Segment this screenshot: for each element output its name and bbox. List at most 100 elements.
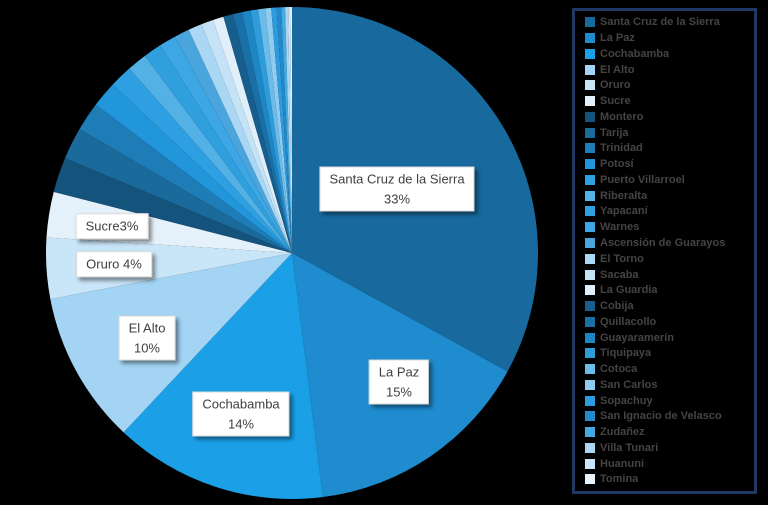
legend-item-label: Montero bbox=[600, 110, 644, 123]
legend-swatch-icon bbox=[585, 474, 595, 485]
slice-label-line: 10% bbox=[133, 340, 161, 355]
legend-item-potosi[interactable]: Potosí bbox=[585, 157, 752, 172]
legend-item-huanuni[interactable]: Huanuni bbox=[585, 456, 752, 471]
pie-slice-la-guardia[interactable] bbox=[213, 16, 292, 253]
pie-slice-tarija[interactable] bbox=[65, 129, 292, 253]
legend-swatch-icon bbox=[585, 17, 595, 28]
slice-label-line: 14% bbox=[227, 416, 255, 431]
legend-item-trinidad[interactable]: Trinidad bbox=[585, 141, 752, 156]
legend-item-montero[interactable]: Montero bbox=[585, 109, 752, 124]
legend-swatch-icon bbox=[585, 33, 595, 44]
legend-item-label: San Ignacio de Velasco bbox=[600, 410, 722, 423]
legend-item-villa-tunari[interactable]: Villa Tunari bbox=[585, 440, 752, 455]
legend-swatch-icon bbox=[585, 127, 595, 138]
legend-item-riberalta[interactable]: Riberalta bbox=[585, 188, 752, 203]
sucre-label: Sucre3% bbox=[75, 213, 149, 239]
legend-item-puerto-villarroel[interactable]: Puerto Villarroel bbox=[585, 172, 752, 187]
legend-item-label: Sopachuy bbox=[600, 394, 653, 407]
legend-swatch-icon bbox=[585, 442, 595, 453]
legend-swatch-icon bbox=[585, 80, 595, 91]
pie-slice-cotoca[interactable] bbox=[258, 8, 292, 253]
legend-item-label: La Guardia bbox=[600, 284, 658, 297]
pie-slice-montero[interactable] bbox=[53, 158, 292, 253]
legend-item-san-ignacio-de-velasco[interactable]: San Ignacio de Velasco bbox=[585, 409, 752, 424]
legend-item-sopachuy[interactable]: Sopachuy bbox=[585, 393, 752, 408]
pie-slice-guayaramerin[interactable] bbox=[242, 10, 292, 253]
legend-swatch-icon bbox=[585, 143, 595, 154]
pie-slice-cochabamba[interactable] bbox=[123, 253, 323, 499]
pie-slice-san-ignacio-de-velasco[interactable] bbox=[276, 7, 292, 253]
legend-item-warnes[interactable]: Warnes bbox=[585, 220, 752, 235]
legend-item-yapacani[interactable]: Yapacaní bbox=[585, 204, 752, 219]
el-alto-label: El Alto 10% bbox=[118, 315, 176, 361]
pie-slice-yapacani[interactable] bbox=[144, 45, 292, 253]
legend-item-cochabamba[interactable]: Cochabamba bbox=[585, 46, 752, 61]
pie-slice-sopachuy[interactable] bbox=[271, 7, 292, 253]
legend-swatch-icon bbox=[585, 285, 595, 296]
legend-item-label: Riberalta bbox=[600, 189, 648, 202]
pie-slice-sacaba[interactable] bbox=[201, 20, 292, 253]
legend-item-label: Sacaba bbox=[600, 268, 639, 281]
legend-item-la-guardia[interactable]: La Guardia bbox=[585, 283, 752, 298]
pie-slice-trinidad[interactable] bbox=[79, 104, 292, 253]
pie-slice-huanuni[interactable] bbox=[288, 7, 292, 254]
legend-item-label: Tomina bbox=[600, 473, 639, 486]
pie-slice-ascension-de-guarayos[interactable] bbox=[174, 29, 292, 253]
legend-item-label: Santa Cruz de la Sierra bbox=[600, 16, 720, 29]
legend-item-cobija[interactable]: Cobija bbox=[585, 299, 752, 314]
legend-swatch-icon bbox=[585, 395, 595, 406]
legend-item-label: Warnes bbox=[600, 221, 640, 234]
legend-swatch-icon bbox=[585, 379, 595, 390]
legend-swatch-icon bbox=[585, 332, 595, 343]
legend-swatch-icon bbox=[585, 411, 595, 422]
santa-cruz-label: Santa Cruz de la Sierra 33% bbox=[319, 166, 475, 212]
cochabamba-label: Cochabamba 14% bbox=[192, 391, 290, 437]
pie-slice-villa-tunari[interactable] bbox=[285, 7, 292, 253]
legend-item-tomina[interactable]: Tomina bbox=[585, 472, 752, 487]
pie-slice-quillacollo[interactable] bbox=[233, 12, 292, 253]
legend-item-oruro[interactable]: Oruro bbox=[585, 78, 752, 93]
legend-item-la-paz[interactable]: La Paz bbox=[585, 31, 752, 46]
slice-label-line: La Paz bbox=[378, 364, 420, 380]
pie-slice-tiquipaya[interactable] bbox=[250, 9, 292, 253]
legend-item-sucre[interactable]: Sucre bbox=[585, 94, 752, 109]
legend-item-label: Quillacollo bbox=[600, 315, 657, 328]
legend-swatch-icon bbox=[585, 206, 595, 217]
pie-slice-puerto-villarroel[interactable] bbox=[112, 68, 292, 253]
pie-slice-zudanez[interactable] bbox=[281, 7, 292, 253]
pie-slice-tomina[interactable] bbox=[290, 7, 292, 253]
legend-item-quillacollo[interactable]: Quillacollo bbox=[585, 314, 752, 329]
legend-item-san-carlos[interactable]: San Carlos bbox=[585, 377, 752, 392]
legend-swatch-icon bbox=[585, 237, 595, 248]
legend-item-tiquipaya[interactable]: Tiquipaya bbox=[585, 346, 752, 361]
legend-item-label: Puerto Villarroel bbox=[600, 173, 685, 186]
pie-slice-cobija[interactable] bbox=[223, 14, 292, 253]
legend-item-label: Cobija bbox=[600, 300, 634, 313]
legend-item-sacaba[interactable]: Sacaba bbox=[585, 267, 752, 282]
pie-slice-el-torno[interactable] bbox=[188, 24, 292, 254]
legend-item-label: El Alto bbox=[600, 63, 635, 76]
pie-slice-potosi[interactable] bbox=[95, 84, 292, 253]
legend-swatch-icon bbox=[585, 316, 595, 327]
legend-item-label: Trinidad bbox=[600, 142, 643, 155]
legend-item-el-torno[interactable]: El Torno bbox=[585, 251, 752, 266]
legend-item-tarija[interactable]: Tarija bbox=[585, 125, 752, 140]
legend-item-guayaramerin[interactable]: Guayaramerín bbox=[585, 330, 752, 345]
legend-item-el-alto[interactable]: El Alto bbox=[585, 62, 752, 77]
pie-slice-san-carlos[interactable] bbox=[265, 7, 292, 254]
slice-label-line: Sucre3% bbox=[85, 218, 139, 234]
legend-item-label: Cotoca bbox=[600, 363, 638, 376]
legend-item-cotoca[interactable]: Cotoca bbox=[585, 362, 752, 377]
legend-swatch-icon bbox=[585, 364, 595, 375]
legend-swatch-icon bbox=[585, 269, 595, 280]
legend-item-zudanez[interactable]: Zudañez bbox=[585, 425, 752, 440]
legend-item-label: Tarija bbox=[600, 126, 629, 139]
legend-item-label: Sucre bbox=[600, 95, 631, 108]
legend-item-ascension-de-guarayos[interactable]: Ascensión de Guarayos bbox=[585, 235, 752, 250]
legend-swatch-icon bbox=[585, 96, 595, 107]
legend-item-santa-cruz-de-la-sierra[interactable]: Santa Cruz de la Sierra bbox=[585, 15, 752, 30]
pie-slice-riberalta[interactable] bbox=[129, 55, 292, 254]
pie-slice-warnes[interactable] bbox=[160, 36, 292, 253]
